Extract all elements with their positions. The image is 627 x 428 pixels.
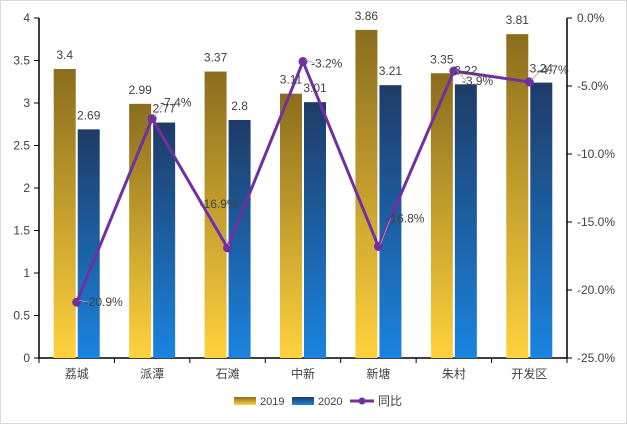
left-tick-label: 0.5 (13, 309, 30, 323)
right-tick-label: -25.0% (577, 351, 615, 365)
x-tick-label: 派潭 (140, 367, 164, 381)
x-tick-label: 朱村 (442, 367, 466, 381)
bar-2019 (355, 29, 378, 359)
bar-2020-label: 2.77 (152, 102, 176, 116)
right-tick-label: -10.0% (577, 147, 615, 161)
bar-2020-label: 2.8 (231, 99, 248, 113)
yoy-label: -3.9% (462, 74, 494, 88)
legend-swatch-2020 (292, 397, 314, 405)
bar-2019 (280, 93, 302, 359)
yoy-marker (373, 241, 383, 251)
line-series (72, 57, 542, 307)
yoy-leader-line (153, 102, 165, 117)
bar-2020 (530, 82, 553, 358)
bar-2019 (430, 73, 453, 358)
bar-2020-label: 3.01 (303, 81, 327, 95)
yoy-leader-line (380, 218, 391, 245)
yoy-label: -16.9% (200, 197, 238, 211)
yoy-marker (223, 243, 233, 253)
legend-swatch-yoy-marker (358, 397, 366, 405)
legend-label-2019: 2019 (260, 396, 284, 408)
left-tick-label: 3.5 (13, 54, 30, 68)
bar-2020-label: 3.21 (379, 64, 403, 78)
data-labels: 3.4 2.69 2.992.77 3.37 2.8 3.113.01 3.86 3.21 3.… (56, 9, 569, 309)
yoy-leader-line (304, 59, 316, 64)
bar-2019 (129, 103, 152, 358)
yoy-label: -4.7% (537, 63, 569, 77)
right-tick-label: -20.0% (577, 283, 615, 297)
left-tick-label: 0 (23, 351, 30, 365)
yoy-label: -7.4% (160, 96, 192, 110)
bar-2019-label: 3.37 (204, 51, 228, 65)
left-tick-label: 4 (23, 11, 30, 25)
left-tick-label: 2 (23, 181, 30, 195)
right-tick-label: -15.0% (577, 215, 615, 229)
legend-label-2020: 2020 (318, 396, 342, 408)
x-tick-label: 中新 (291, 366, 315, 381)
bar-2020-label: 3.22 (454, 63, 478, 77)
bar-series (53, 29, 553, 359)
bar-2019-label: 3.11 (280, 73, 303, 87)
yoy-leader-line (531, 69, 542, 81)
yoy-leader-line (203, 203, 230, 247)
axes: 0 0.5 1 1.5 2 2.5 3 3.5 4 -25.0% -20.0% -15.0% -10.0… (13, 11, 615, 381)
x-tick-label: 新塘 (366, 366, 390, 381)
left-tick-label: 3 (23, 96, 30, 110)
bar-2020 (153, 122, 176, 358)
left-tick-label: 1 (23, 266, 30, 280)
yoy-marker (298, 57, 308, 67)
bar-2019 (53, 69, 76, 358)
x-tick-label: 开发区 (511, 366, 547, 381)
x-tick-label: 石滩 (216, 367, 240, 381)
yoy-marker (72, 297, 82, 307)
bar-2019-label: 2.99 (128, 83, 152, 97)
yoy-label: -16.8% (386, 211, 424, 225)
yoy-label: -20.9% (85, 295, 123, 309)
bar-2019-label: 3.35 (430, 52, 454, 66)
left-tick-label: 1.5 (13, 224, 30, 238)
bar-2019-label: 3.81 (506, 13, 530, 27)
bar-2020 (77, 129, 100, 358)
bar-2019-label: 3.4 (56, 48, 73, 62)
x-tick-label: 荔城 (65, 367, 89, 381)
legend: 2019 2020 同比 (234, 394, 402, 408)
legend-label-yoy: 同比 (378, 394, 402, 408)
bar-2020-label: 2.69 (77, 108, 101, 122)
bar-2019-label: 3.86 (355, 9, 379, 23)
yoy-label: -3.2% (311, 57, 343, 71)
legend-swatch-2019 (234, 397, 256, 405)
bar-2019 (506, 34, 529, 359)
yoy-leader-line (455, 68, 467, 82)
yoy-leader-line (78, 299, 89, 303)
right-tick-label: -5.0% (577, 79, 609, 93)
right-tick-label: 0.0% (577, 11, 605, 25)
bar-2020 (454, 84, 477, 359)
bar-2020-label: 3.24 (530, 62, 554, 76)
bar-2020 (304, 102, 326, 359)
bar-2020 (228, 120, 251, 358)
bar-2019 (204, 71, 227, 359)
left-tick-label: 2.5 (13, 139, 30, 153)
